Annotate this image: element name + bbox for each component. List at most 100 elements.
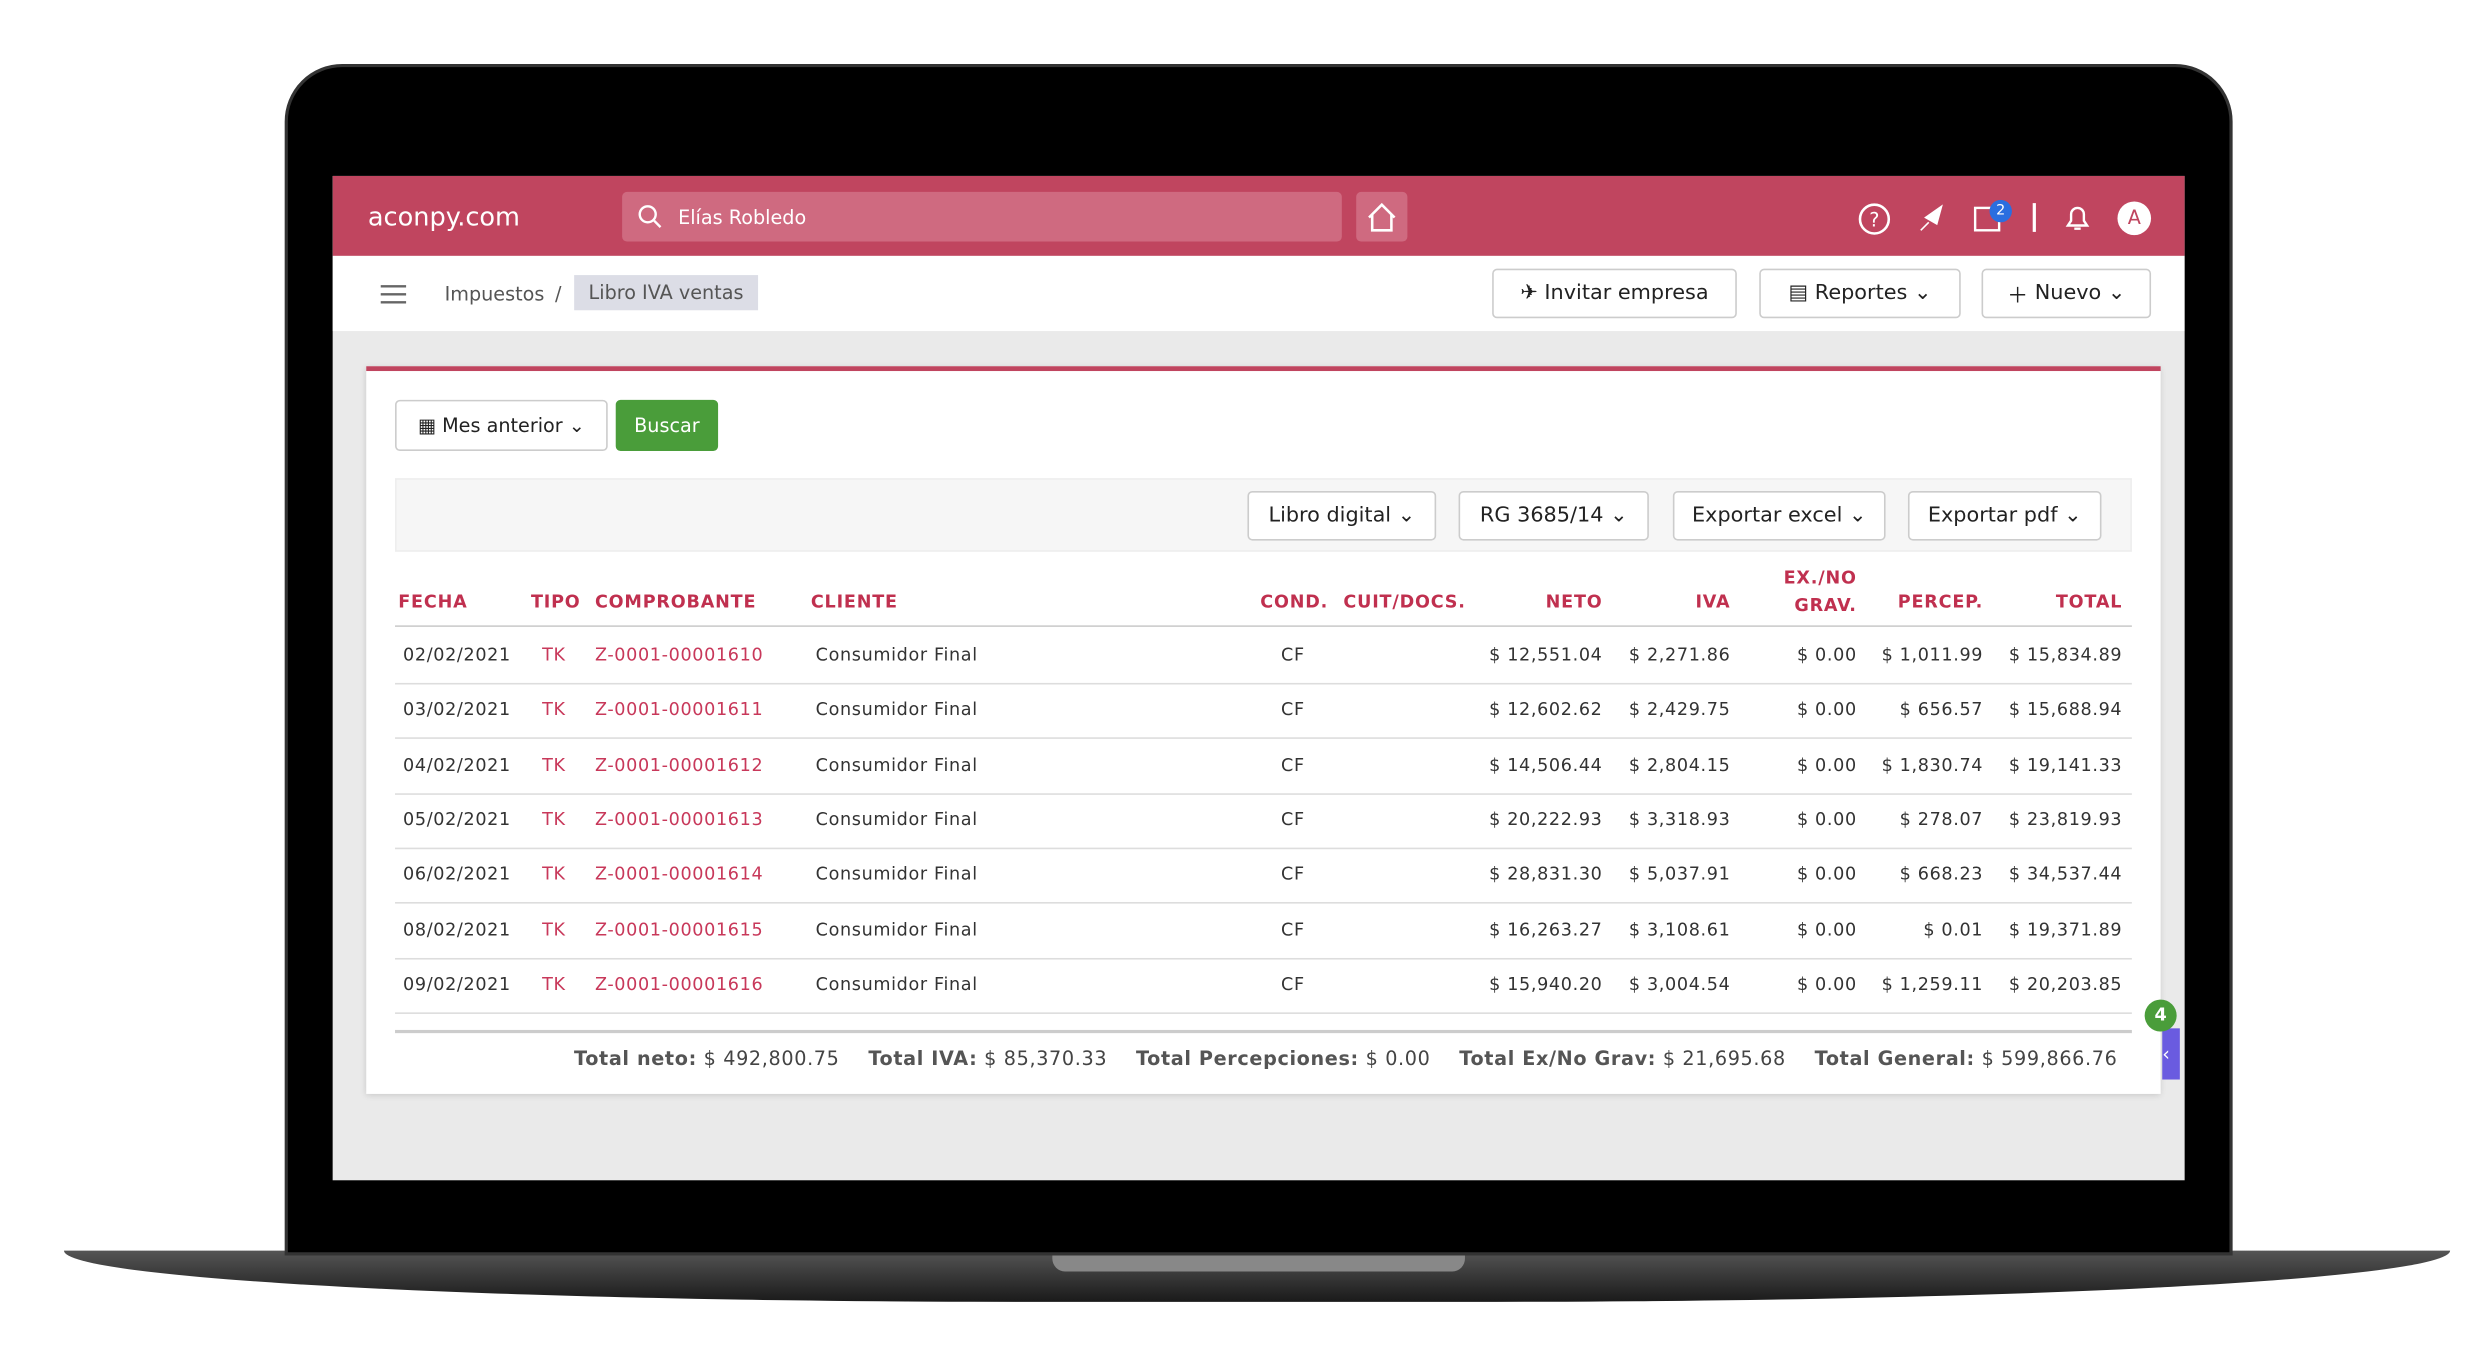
- search-button[interactable]: Buscar: [615, 399, 719, 452]
- total-label: Total neto:: [574, 1047, 697, 1070]
- notification-badge: 2: [1989, 199, 2012, 223]
- cell-percep: $ 0.01: [1923, 918, 1984, 940]
- cell-total: $ 19,371.89: [2008, 918, 2123, 940]
- cell-iva: $ 5,037.91: [1628, 863, 1731, 885]
- cell-iva: $ 2,804.15: [1628, 754, 1731, 776]
- cell-neto: $ 12,602.62: [1489, 699, 1603, 721]
- search-box[interactable]: Elías Robledo: [622, 191, 1342, 242]
- cell-comprobante[interactable]: Z-0001-00001615: [594, 918, 764, 940]
- cell-cond: CF: [1281, 863, 1305, 885]
- total-value: $ 599,866.76: [1981, 1047, 2118, 1070]
- column-header: COND.: [1260, 591, 1329, 613]
- breadcrumb-parent[interactable]: Impuestos: [444, 283, 545, 306]
- cell-percep: $ 1,011.99: [1881, 644, 1984, 666]
- cell-neto: $ 16,263.27: [1489, 918, 1603, 940]
- cell-total: $ 15,688.94: [2008, 699, 2123, 721]
- side-badge: 4: [2144, 999, 2177, 1032]
- cell-cliente: Consumidor Final: [815, 973, 978, 995]
- total-label: Total Ex/No Grav:: [1459, 1047, 1657, 1070]
- cell-neto: $ 14,506.44: [1489, 754, 1603, 776]
- row-line: [395, 957, 2132, 959]
- total-label: Total IVA:: [868, 1047, 978, 1070]
- toolbar-button[interactable]: Exportar pdf ⌄: [1907, 490, 2102, 541]
- label: Libro digital: [1268, 503, 1392, 528]
- cell-total: $ 34,537.44: [2008, 863, 2123, 885]
- total-value: $ 21,695.68: [1662, 1047, 1786, 1070]
- label: RG 3685/14: [1479, 503, 1604, 528]
- cell-comprobante[interactable]: Z-0001-00001613: [594, 809, 764, 830]
- label: Nuevo: [2034, 281, 2102, 306]
- cell-iva: $ 2,429.75: [1628, 699, 1731, 721]
- cell-exnograv: $ 0.00: [1796, 918, 1857, 940]
- column-header: COMPROBANTE: [594, 591, 757, 613]
- toolbar-button[interactable]: Libro digital ⌄: [1247, 490, 1437, 541]
- header-line: [395, 625, 2132, 627]
- menu-icon[interactable]: [380, 285, 407, 304]
- side-tab[interactable]: ‹: [2162, 1028, 2180, 1080]
- toolbar-button[interactable]: Exportar excel ⌄: [1672, 490, 1886, 541]
- totals-line: [395, 1029, 2132, 1034]
- breadcrumb-current: Libro IVA ventas: [574, 275, 758, 311]
- row-line: [395, 902, 2132, 904]
- row-line: [395, 1012, 2132, 1014]
- cell-comprobante[interactable]: Z-0001-00001610: [594, 644, 764, 666]
- label: Mes anterior: [442, 414, 563, 437]
- cell-total: $ 15,834.89: [2008, 644, 2123, 666]
- cell-neto: $ 28,831.30: [1489, 863, 1603, 885]
- total-label: Total Percepciones:: [1135, 1047, 1359, 1070]
- column-header: IVA: [1695, 591, 1731, 613]
- total-item: Total neto: $ 492,800.75: [574, 1048, 840, 1070]
- cell-percep: $ 668.23: [1899, 863, 1984, 885]
- column-header: NETO: [1545, 591, 1603, 613]
- cell-neto: $ 12,551.04: [1489, 644, 1603, 666]
- column-header: FECHA: [398, 591, 468, 613]
- cell-comprobante[interactable]: Z-0001-00001611: [594, 699, 764, 721]
- column-header: TIPO: [530, 591, 581, 613]
- new-button[interactable]: ＋ Nuevo ⌄: [1981, 268, 2152, 319]
- period-select[interactable]: ▦ Mes anterior ⌄: [395, 399, 608, 452]
- search-icon: [638, 205, 662, 228]
- totals: Total neto: $ 492,800.75 Total IVA: $ 85,…: [574, 1048, 2117, 1070]
- avatar[interactable]: A: [2117, 201, 2152, 236]
- cell-exnograv: $ 0.00: [1796, 863, 1857, 885]
- cell-cliente: Consumidor Final: [815, 644, 978, 666]
- cell-fecha: 02/02/2021: [403, 644, 511, 666]
- row-line: [395, 737, 2132, 740]
- cell-comprobante[interactable]: Z-0001-00001614: [594, 863, 764, 885]
- total-value: $ 0.00: [1365, 1047, 1431, 1070]
- bell-icon[interactable]: [2063, 202, 2092, 234]
- cell-total: $ 20,203.85: [2008, 973, 2123, 995]
- cell-cliente: Consumidor Final: [815, 699, 978, 721]
- column-header: EX./NO GRAV.: [1783, 567, 1857, 616]
- logo[interactable]: aconpy.com: [367, 201, 520, 232]
- reports-button[interactable]: ▤ Reportes ⌄: [1759, 268, 1961, 319]
- cell-cliente: Consumidor Final: [815, 754, 978, 776]
- cell-tipo: TK: [542, 699, 566, 721]
- cell-tipo: TK: [542, 809, 566, 830]
- cell-cond: CF: [1281, 699, 1305, 721]
- home-button[interactable]: [1356, 191, 1408, 242]
- cell-cond: CF: [1281, 973, 1305, 995]
- cell-cliente: Consumidor Final: [815, 863, 978, 885]
- cell-comprobante[interactable]: Z-0001-00001612: [594, 754, 764, 776]
- cell-comprobante[interactable]: Z-0001-00001616: [594, 973, 764, 995]
- help-icon[interactable]: ?: [1857, 202, 1892, 237]
- cell-cliente: Consumidor Final: [815, 918, 978, 940]
- cell-exnograv: $ 0.00: [1796, 809, 1857, 830]
- cell-iva: $ 3,108.61: [1628, 918, 1731, 940]
- total-label: Total General:: [1814, 1047, 1975, 1070]
- label: Exportar pdf: [1927, 503, 2058, 528]
- rocket-icon[interactable]: [1916, 203, 1948, 235]
- cell-neto: $ 20,222.93: [1489, 809, 1603, 830]
- cell-exnograv: $ 0.00: [1796, 754, 1857, 776]
- cell-fecha: 05/02/2021: [403, 809, 511, 830]
- cell-cliente: Consumidor Final: [815, 809, 978, 830]
- invite-button[interactable]: ✈ Invitar empresa: [1492, 268, 1737, 319]
- search-placeholder: Elías Robledo: [678, 206, 807, 229]
- total-item: Total Percepciones: $ 0.00: [1136, 1048, 1431, 1070]
- toolbar-button[interactable]: RG 3685/14 ⌄: [1458, 490, 1649, 541]
- cell-fecha: 09/02/2021: [403, 973, 511, 995]
- label: Exportar excel: [1692, 503, 1843, 528]
